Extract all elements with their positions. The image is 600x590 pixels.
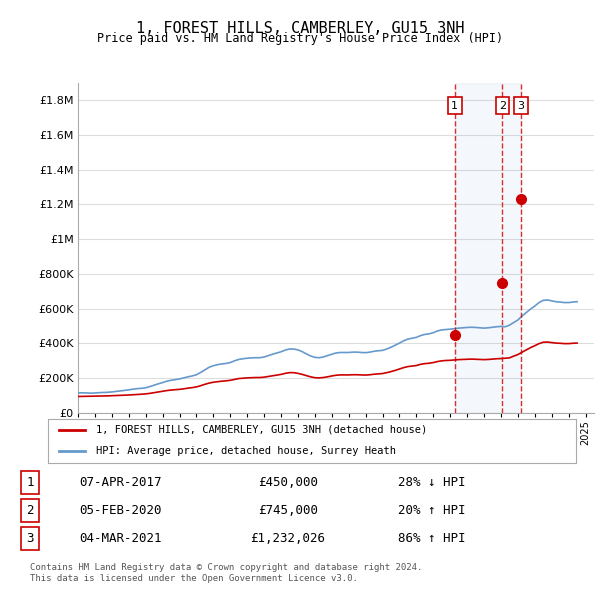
Text: 1: 1 bbox=[26, 476, 34, 489]
Text: £1,232,026: £1,232,026 bbox=[251, 532, 325, 545]
Text: HPI: Average price, detached house, Surrey Heath: HPI: Average price, detached house, Surr… bbox=[95, 446, 395, 455]
Text: Price paid vs. HM Land Registry's House Price Index (HPI): Price paid vs. HM Land Registry's House … bbox=[97, 32, 503, 45]
Text: 20% ↑ HPI: 20% ↑ HPI bbox=[398, 504, 466, 517]
Text: 1, FOREST HILLS, CAMBERLEY, GU15 3NH: 1, FOREST HILLS, CAMBERLEY, GU15 3NH bbox=[136, 21, 464, 35]
Text: 86% ↑ HPI: 86% ↑ HPI bbox=[398, 532, 466, 545]
Text: £450,000: £450,000 bbox=[258, 476, 318, 489]
Text: 04-MAR-2021: 04-MAR-2021 bbox=[79, 532, 161, 545]
Text: 1, FOREST HILLS, CAMBERLEY, GU15 3NH (detached house): 1, FOREST HILLS, CAMBERLEY, GU15 3NH (de… bbox=[95, 425, 427, 435]
Text: 1: 1 bbox=[451, 101, 458, 111]
Text: 28% ↓ HPI: 28% ↓ HPI bbox=[398, 476, 466, 489]
Text: 07-APR-2017: 07-APR-2017 bbox=[79, 476, 161, 489]
Text: 2: 2 bbox=[499, 101, 506, 111]
Bar bbox=[455, 83, 521, 413]
Text: 3: 3 bbox=[26, 532, 34, 545]
Text: Contains HM Land Registry data © Crown copyright and database right 2024.
This d: Contains HM Land Registry data © Crown c… bbox=[30, 563, 422, 583]
Text: £745,000: £745,000 bbox=[258, 504, 318, 517]
Text: 3: 3 bbox=[517, 101, 524, 111]
Text: 2: 2 bbox=[26, 504, 34, 517]
Text: 05-FEB-2020: 05-FEB-2020 bbox=[79, 504, 161, 517]
